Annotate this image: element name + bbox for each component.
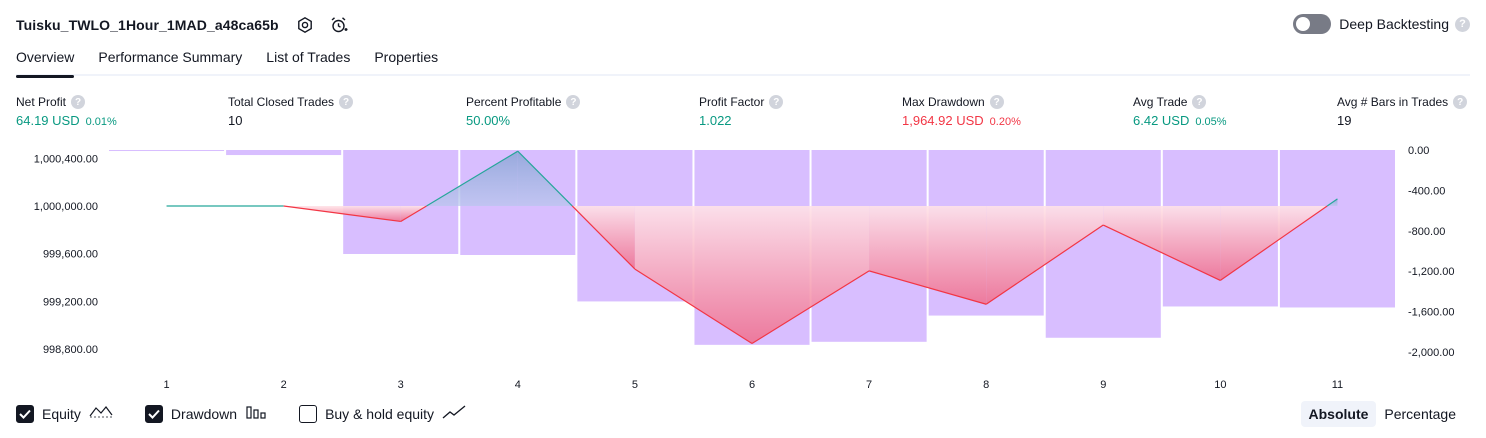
right-axis-tick-label: -2,000.00 xyxy=(1408,347,1454,359)
legend-buy-hold-equity[interactable]: Buy & hold equity xyxy=(299,404,466,425)
buy-hold-line-icon xyxy=(442,404,466,425)
mode-percentage[interactable]: Percentage xyxy=(1376,401,1464,427)
metric-percent: 0.05% xyxy=(1195,116,1226,128)
metric-value: 1,964.92 USD xyxy=(902,113,984,128)
x-axis-tick-label: 3 xyxy=(398,379,404,391)
buy-hold-checkbox[interactable] xyxy=(299,405,317,423)
right-axis-tick-label: -1,600.00 xyxy=(1408,307,1454,319)
info-icon[interactable]: ? xyxy=(339,95,353,109)
header: Tuisku_TWLO_1Hour_1MAD_a48ca65b xyxy=(16,12,363,38)
metric-value: 1.022 xyxy=(699,113,732,128)
left-axis-tick-label: 1,000,000.00 xyxy=(34,201,98,213)
deep-backtesting: Deep Backtesting ? xyxy=(1293,12,1470,36)
tab-performance-summary[interactable]: Performance Summary xyxy=(98,46,242,76)
drawdown-bar xyxy=(1280,150,1395,307)
legend-label: Buy & hold equity xyxy=(325,406,434,422)
metric-label: Percent Profitable xyxy=(466,95,561,109)
x-axis-tick-label: 1 xyxy=(163,379,169,391)
metric-total-closed-trades: Total Closed Trades? 10 xyxy=(228,94,353,128)
tab-bar: Overview Performance Summary List of Tra… xyxy=(16,46,1470,76)
x-axis-tick-label: 8 xyxy=(983,379,989,391)
metric-label: Profit Factor xyxy=(699,95,764,109)
x-axis-tick-label: 2 xyxy=(281,379,287,391)
strategy-title: Tuisku_TWLO_1Hour_1MAD_a48ca65b xyxy=(16,17,279,33)
metric-label: Avg # Bars in Trades xyxy=(1337,95,1448,109)
deep-backtesting-label: Deep Backtesting xyxy=(1339,16,1449,32)
metric-value: 64.19 USD xyxy=(16,113,80,128)
metric-avg-bars-in-trades: Avg # Bars in Trades? 19 xyxy=(1337,94,1467,128)
x-axis-tick-label: 11 xyxy=(1332,379,1343,391)
legend-label: Equity xyxy=(42,406,81,422)
info-icon[interactable]: ? xyxy=(990,95,1004,109)
info-icon[interactable]: ? xyxy=(1453,95,1467,109)
x-axis-tick-label: 10 xyxy=(1214,379,1226,391)
drawdown-checkbox[interactable] xyxy=(145,405,163,423)
equity-line-icon xyxy=(89,404,113,425)
equity-loss-area xyxy=(635,206,752,344)
metric-profit-factor: Profit Factor? 1.022 xyxy=(699,94,783,128)
right-axis-tick-label: -1,200.00 xyxy=(1408,266,1454,278)
left-axis-tick-label: 998,800.00 xyxy=(43,344,98,356)
deep-backtesting-toggle[interactable] xyxy=(1293,14,1331,34)
info-icon[interactable]: ? xyxy=(71,95,85,109)
alarm-clock-plus-icon[interactable] xyxy=(329,15,349,35)
metric-percent: 0.20% xyxy=(990,116,1021,128)
metric-label: Avg Trade xyxy=(1133,95,1187,109)
chart-legend: Equity Drawdown Buy & hold equity xyxy=(16,403,498,425)
metric-value: 50.00% xyxy=(466,113,510,128)
x-axis-tick-label: 6 xyxy=(749,379,755,391)
toggle-knob xyxy=(1296,17,1310,31)
left-axis-tick-label: 999,200.00 xyxy=(43,296,98,308)
view-mode-switch: Absolute Percentage xyxy=(1301,401,1465,427)
metric-percent: 0.01% xyxy=(86,116,117,128)
info-icon[interactable]: ? xyxy=(566,95,580,109)
drawdown-bars-icon xyxy=(245,404,267,425)
tab-properties[interactable]: Properties xyxy=(374,46,438,76)
x-axis-tick-label: 4 xyxy=(515,379,521,391)
metric-label: Net Profit xyxy=(16,95,66,109)
gear-icon[interactable] xyxy=(295,15,315,35)
legend-equity[interactable]: Equity xyxy=(16,404,113,425)
info-icon[interactable]: ? xyxy=(769,95,783,109)
metric-max-drawdown: Max Drawdown? 1,964.92 USD 0.20% xyxy=(902,94,1021,128)
equity-checkbox[interactable] xyxy=(16,405,34,423)
mode-absolute[interactable]: Absolute xyxy=(1301,401,1377,427)
metric-label: Total Closed Trades xyxy=(228,95,334,109)
x-axis-tick-label: 9 xyxy=(1100,379,1106,391)
left-axis-tick-label: 999,600.00 xyxy=(43,249,98,261)
legend-drawdown[interactable]: Drawdown xyxy=(145,404,267,425)
metric-avg-trade: Avg Trade? 6.42 USD 0.05% xyxy=(1133,94,1227,128)
legend-label: Drawdown xyxy=(171,406,237,422)
question-icon[interactable]: ? xyxy=(1455,17,1470,32)
right-axis-tick-label: -400.00 xyxy=(1408,185,1445,197)
x-axis-tick-label: 7 xyxy=(866,379,872,391)
metric-value: 6.42 USD xyxy=(1133,113,1189,128)
tab-overview[interactable]: Overview xyxy=(16,46,74,76)
equity-chart[interactable]: 1,000,400.00 1,000,000.00 999,600.00 999,20… xyxy=(0,140,1486,396)
right-axis-tick-label: 0.00 xyxy=(1408,145,1429,157)
metric-net-profit: Net Profit? 64.19 USD 0.01% xyxy=(16,94,117,128)
drawdown-bar xyxy=(226,150,341,155)
tab-list-of-trades[interactable]: List of Trades xyxy=(266,46,350,76)
metric-value: 19 xyxy=(1337,113,1351,128)
metric-percent-profitable: Percent Profitable? 50.00% xyxy=(466,94,580,128)
info-icon[interactable]: ? xyxy=(1192,95,1206,109)
right-axis-tick-label: -800.00 xyxy=(1408,226,1445,238)
left-axis-tick-label: 1,000,400.00 xyxy=(34,153,98,165)
drawdown-bar xyxy=(109,150,224,151)
x-axis-tick-label: 5 xyxy=(632,379,638,391)
metric-value: 10 xyxy=(228,113,242,128)
metric-label: Max Drawdown xyxy=(902,95,985,109)
